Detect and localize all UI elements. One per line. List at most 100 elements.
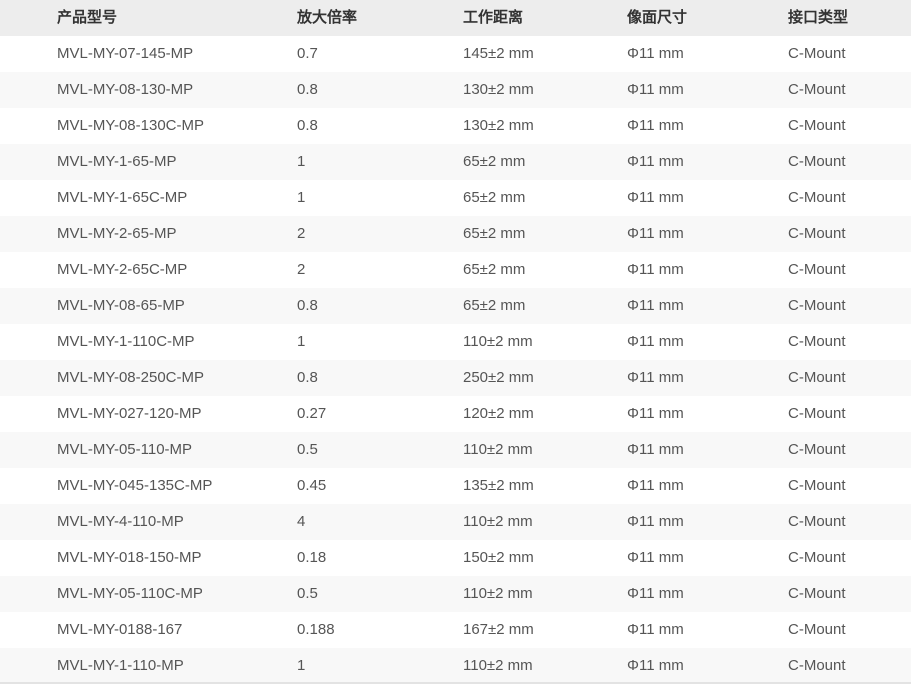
cell-magnification: 1 <box>240 324 406 360</box>
col-header-magnification: 放大倍率 <box>240 0 406 36</box>
cell-working-distance: 65±2 mm <box>406 180 570 216</box>
col-header-mount-type: 接口类型 <box>731 0 911 36</box>
cell-magnification: 0.8 <box>240 72 406 108</box>
cell-mount-type: C-Mount <box>731 432 911 468</box>
cell-working-distance: 135±2 mm <box>406 468 570 504</box>
cell-model: MVL-MY-027-120-MP <box>0 396 240 432</box>
cell-magnification: 2 <box>240 252 406 288</box>
cell-mount-type: C-Mount <box>731 648 911 684</box>
cell-mount-type: C-Mount <box>731 324 911 360</box>
table-body: MVL-MY-07-145-MP 0.7 145±2 mm Φ11 mm C-Mount… <box>0 36 911 684</box>
cell-magnification: 1 <box>240 648 406 684</box>
cell-magnification: 1 <box>240 180 406 216</box>
col-header-working-distance: 工作距离 <box>406 0 570 36</box>
cell-mount-type: C-Mount <box>731 576 911 612</box>
cell-model: MVL-MY-0188-167 <box>0 612 240 648</box>
table-row: MVL-MY-2-65C-MP 2 65±2 mm Φ11 mm C-Mount <box>0 252 911 288</box>
cell-mount-type: C-Mount <box>731 144 911 180</box>
table-row: MVL-MY-05-110-MP 0.5 110±2 mm Φ11 mm C-Mount <box>0 432 911 468</box>
cell-model: MVL-MY-1-110C-MP <box>0 324 240 360</box>
cell-working-distance: 120±2 mm <box>406 396 570 432</box>
cell-magnification: 0.8 <box>240 288 406 324</box>
cell-mount-type: C-Mount <box>731 108 911 144</box>
table-row: MVL-MY-1-65-MP 1 65±2 mm Φ11 mm C-Mount <box>0 144 911 180</box>
table-row: MVL-MY-08-130C-MP 0.8 130±2 mm Φ11 mm C-Moun… <box>0 108 911 144</box>
cell-model: MVL-MY-1-110-MP <box>0 648 240 684</box>
cell-magnification: 0.5 <box>240 432 406 468</box>
cell-model: MVL-MY-08-250C-MP <box>0 360 240 396</box>
cell-magnification: 0.18 <box>240 540 406 576</box>
cell-working-distance: 167±2 mm <box>406 612 570 648</box>
col-header-image-size: 像面尺寸 <box>570 0 731 36</box>
cell-mount-type: C-Mount <box>731 288 911 324</box>
cell-model: MVL-MY-018-150-MP <box>0 540 240 576</box>
cell-working-distance: 65±2 mm <box>406 144 570 180</box>
cell-image-size: Φ11 mm <box>570 360 731 396</box>
cell-mount-type: C-Mount <box>731 468 911 504</box>
cell-magnification: 0.45 <box>240 468 406 504</box>
cell-image-size: Φ11 mm <box>570 612 731 648</box>
cell-image-size: Φ11 mm <box>570 468 731 504</box>
table-header-row: 产品型号 放大倍率 工作距离 像面尺寸 接口类型 <box>0 0 911 36</box>
cell-model: MVL-MY-08-130-MP <box>0 72 240 108</box>
cell-model: MVL-MY-4-110-MP <box>0 504 240 540</box>
table-row: MVL-MY-018-150-MP 0.18 150±2 mm Φ11 mm C-Mou… <box>0 540 911 576</box>
cell-magnification: 0.188 <box>240 612 406 648</box>
cell-image-size: Φ11 mm <box>570 72 731 108</box>
cell-model: MVL-MY-1-65C-MP <box>0 180 240 216</box>
cell-magnification: 0.8 <box>240 360 406 396</box>
cell-model: MVL-MY-05-110-MP <box>0 432 240 468</box>
cell-model: MVL-MY-2-65-MP <box>0 216 240 252</box>
cell-working-distance: 65±2 mm <box>406 216 570 252</box>
cell-image-size: Φ11 mm <box>570 540 731 576</box>
cell-image-size: Φ11 mm <box>570 396 731 432</box>
table-row: MVL-MY-045-135C-MP 0.45 135±2 mm Φ11 mm C-Mo… <box>0 468 911 504</box>
cell-image-size: Φ11 mm <box>570 576 731 612</box>
table-row: MVL-MY-08-130-MP 0.8 130±2 mm Φ11 mm C-Mount <box>0 72 911 108</box>
cell-image-size: Φ11 mm <box>570 432 731 468</box>
cell-image-size: Φ11 mm <box>570 144 731 180</box>
cell-model: MVL-MY-1-65-MP <box>0 144 240 180</box>
cell-magnification: 0.7 <box>240 36 406 72</box>
cell-magnification: 0.27 <box>240 396 406 432</box>
table-row: MVL-MY-1-65C-MP 1 65±2 mm Φ11 mm C-Mount <box>0 180 911 216</box>
cell-model: MVL-MY-08-130C-MP <box>0 108 240 144</box>
cell-working-distance: 65±2 mm <box>406 288 570 324</box>
cell-model: MVL-MY-07-145-MP <box>0 36 240 72</box>
table-row: MVL-MY-1-110C-MP 1 110±2 mm Φ11 mm C-Mount <box>0 324 911 360</box>
cell-working-distance: 130±2 mm <box>406 108 570 144</box>
cell-working-distance: 145±2 mm <box>406 36 570 72</box>
table-row: MVL-MY-08-65-MP 0.8 65±2 mm Φ11 mm C-Mount <box>0 288 911 324</box>
cell-working-distance: 110±2 mm <box>406 432 570 468</box>
cell-magnification: 1 <box>240 144 406 180</box>
cell-mount-type: C-Mount <box>731 612 911 648</box>
cell-magnification: 0.5 <box>240 576 406 612</box>
cell-mount-type: C-Mount <box>731 72 911 108</box>
cell-image-size: Φ11 mm <box>570 504 731 540</box>
table-row: MVL-MY-0188-167 0.188 167±2 mm Φ11 mm C-Moun… <box>0 612 911 648</box>
cell-mount-type: C-Mount <box>731 252 911 288</box>
cell-magnification: 4 <box>240 504 406 540</box>
cell-model: MVL-MY-2-65C-MP <box>0 252 240 288</box>
cell-image-size: Φ11 mm <box>570 108 731 144</box>
cell-image-size: Φ11 mm <box>570 324 731 360</box>
table-row: MVL-MY-2-65-MP 2 65±2 mm Φ11 mm C-Mount <box>0 216 911 252</box>
cell-image-size: Φ11 mm <box>570 180 731 216</box>
cell-mount-type: C-Mount <box>731 540 911 576</box>
table-row: MVL-MY-05-110C-MP 0.5 110±2 mm Φ11 mm C-Moun… <box>0 576 911 612</box>
cell-mount-type: C-Mount <box>731 216 911 252</box>
cell-working-distance: 110±2 mm <box>406 576 570 612</box>
cell-mount-type: C-Mount <box>731 360 911 396</box>
cell-mount-type: C-Mount <box>731 396 911 432</box>
table-row: MVL-MY-4-110-MP 4 110±2 mm Φ11 mm C-Mount <box>0 504 911 540</box>
cell-magnification: 0.8 <box>240 108 406 144</box>
cell-model: MVL-MY-05-110C-MP <box>0 576 240 612</box>
cell-mount-type: C-Mount <box>731 504 911 540</box>
cell-mount-type: C-Mount <box>731 180 911 216</box>
cell-image-size: Φ11 mm <box>570 252 731 288</box>
cell-working-distance: 110±2 mm <box>406 324 570 360</box>
cell-image-size: Φ11 mm <box>570 216 731 252</box>
cell-image-size: Φ11 mm <box>570 36 731 72</box>
cell-working-distance: 250±2 mm <box>406 360 570 396</box>
